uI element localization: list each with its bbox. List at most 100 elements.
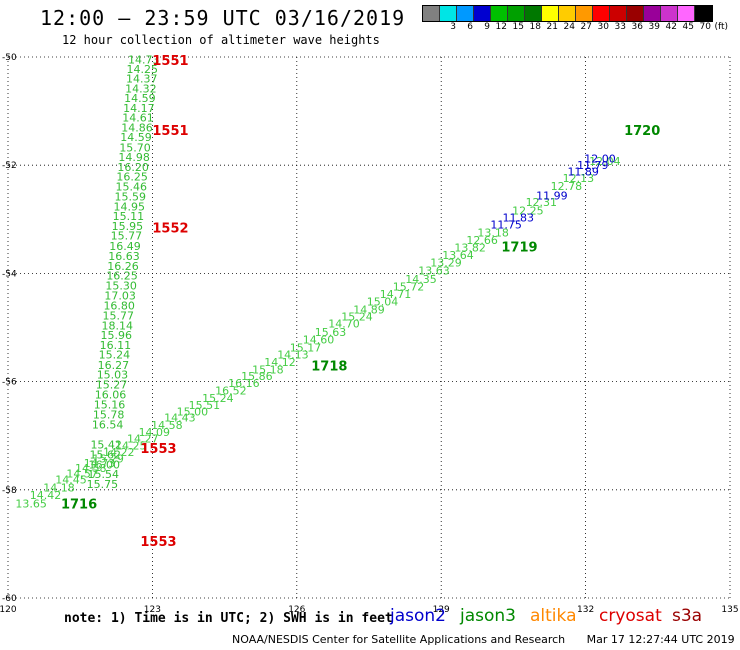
data-point-label: 15.59 bbox=[115, 191, 147, 204]
colorbar-swatch bbox=[627, 6, 644, 21]
colorbar-swatch bbox=[678, 6, 695, 21]
data-point-label: 13.18 bbox=[477, 226, 509, 239]
colorbar-label: 45 bbox=[682, 22, 694, 32]
data-point-label: 14.73 bbox=[128, 54, 160, 67]
data-point-label: 14.22 bbox=[103, 446, 135, 459]
data-point-label: 13.65 bbox=[15, 497, 47, 510]
data-point-label: 18.14 bbox=[102, 319, 134, 332]
footer: NOAA/NESDIS Center for Satellite Applica… bbox=[232, 633, 740, 646]
data-point-label: 15.86 bbox=[241, 370, 273, 383]
data-point-label: 11.75 bbox=[490, 219, 522, 232]
pass-time-label: 1716 bbox=[61, 497, 97, 512]
data-point-label: 14.59 bbox=[124, 92, 156, 105]
pass-time-label: 1719 bbox=[501, 240, 537, 255]
data-point-label: 14.09 bbox=[139, 426, 171, 439]
x-tick-label: 129 bbox=[433, 605, 450, 615]
colorbar-label: (ft) bbox=[714, 22, 728, 32]
data-point-label: 15.75 bbox=[87, 478, 119, 491]
colorbar-label: 9 bbox=[484, 22, 490, 32]
data-point-label: 16.25 bbox=[106, 270, 138, 283]
data-point-label: 14.58 bbox=[75, 462, 107, 475]
chart-note: note: 1) Time is in UTC; 2) SWH is in fe… bbox=[64, 611, 393, 626]
colorbar-swatch bbox=[423, 6, 440, 21]
footer-timestamp: Mar 17 12:27:44 UTC 2019 bbox=[586, 633, 735, 646]
data-point-label: 16.54 bbox=[92, 418, 124, 431]
y-tick-label: -54 bbox=[2, 269, 17, 279]
data-point-label: 14.12 bbox=[264, 356, 296, 369]
y-tick-label: -56 bbox=[2, 378, 17, 388]
page-title: 12:00 – 23:59 UTC 03/16/2019 bbox=[40, 6, 406, 30]
legend-jason2: jason2 bbox=[390, 606, 446, 626]
data-point-label: 15.63 bbox=[315, 326, 347, 339]
data-point-label: 14.58 bbox=[151, 419, 183, 432]
data-point-label: 12.31 bbox=[526, 196, 558, 209]
data-point-label: 15.54 bbox=[88, 468, 120, 481]
colorbar bbox=[422, 5, 713, 22]
x-tick-label: 120 bbox=[0, 605, 17, 615]
y-tick-label: -58 bbox=[2, 486, 17, 496]
colorbar-swatch bbox=[576, 6, 593, 21]
data-point-label: 15.46 bbox=[115, 180, 147, 193]
data-point-label: 16.49 bbox=[109, 240, 141, 253]
y-tick-label: -50 bbox=[2, 53, 17, 63]
data-point-label: 14.13 bbox=[277, 349, 309, 362]
colorbar-swatch bbox=[593, 6, 610, 21]
colorbar-swatch bbox=[474, 6, 491, 21]
colorbar-label: 30 bbox=[597, 22, 609, 32]
colorbar-label: 21 bbox=[546, 22, 558, 32]
colorbar-label: 42 bbox=[665, 22, 677, 32]
y-tick-label: -52 bbox=[2, 161, 17, 171]
data-point-label: 15.95 bbox=[112, 220, 144, 233]
pass-time-label: 1551 bbox=[152, 124, 188, 139]
data-point-label: 14.95 bbox=[114, 200, 146, 213]
data-point-label: 15.27 bbox=[96, 378, 128, 391]
data-point-label: 15.11 bbox=[113, 210, 145, 223]
data-point-label: 15.72 bbox=[393, 280, 425, 293]
data-point-label: 11.99 bbox=[536, 189, 568, 202]
chart-annotations: 1551 1551 1552 1553 1553 1716 1718 1719 1720 bbox=[61, 54, 660, 550]
data-point-label: 16.16 bbox=[228, 377, 260, 390]
legend-altika: altika bbox=[530, 606, 577, 626]
data-point-label: 15.51 bbox=[189, 399, 221, 412]
data-point-label: 15.96 bbox=[101, 329, 133, 342]
pass-time-label: 1720 bbox=[624, 124, 660, 139]
data-point-label: 14.18 bbox=[43, 482, 75, 495]
pass-time-label: 1553 bbox=[140, 442, 176, 457]
data-point-label: 14.59 bbox=[120, 131, 152, 144]
colorbar-swatch bbox=[440, 6, 457, 21]
colorbar-swatch bbox=[610, 6, 627, 21]
chart-points: 14.7314.2514.3714.3214.5914.1714.6114.86… bbox=[15, 54, 620, 511]
data-point-label: 15.24 bbox=[341, 311, 373, 324]
data-point-label: 12.00 bbox=[584, 153, 616, 166]
data-point-label: 15.30 bbox=[105, 279, 137, 292]
data-point-label: 14.70 bbox=[328, 318, 360, 331]
data-point-label: 15.62 bbox=[89, 449, 121, 462]
colorbar-labels: 3 6 9 12 15 18 21 24 27 30 33 36 39 42 45 70 (ft) bbox=[422, 22, 728, 32]
colorbar-label: 27 bbox=[580, 22, 592, 32]
data-point-label: 13.63 bbox=[418, 265, 450, 278]
data-point-label: 13.82 bbox=[454, 241, 486, 254]
data-point-label: 14.25 bbox=[115, 439, 147, 452]
data-point-label: 14.89 bbox=[353, 304, 385, 317]
data-point-label: 15.04 bbox=[367, 296, 399, 309]
data-point-label: 16.27 bbox=[98, 359, 130, 372]
data-point-label: 16.25 bbox=[116, 171, 148, 184]
data-point-label: 15.03 bbox=[97, 369, 129, 382]
data-point-label: 15.18 bbox=[252, 364, 284, 377]
colorbar-label: 39 bbox=[648, 22, 660, 32]
colorbar-swatch bbox=[559, 6, 576, 21]
data-point-label: 16.00 bbox=[89, 458, 121, 471]
data-point-label: 14.17 bbox=[123, 102, 155, 115]
data-point-label: 15.17 bbox=[290, 342, 322, 355]
colorbar-swatch bbox=[695, 6, 712, 21]
data-point-label: 14.43 bbox=[164, 411, 196, 424]
data-point-label: 15.42 bbox=[90, 438, 122, 451]
data-point-label: 14.37 bbox=[126, 73, 158, 86]
data-point-label: 15.29 bbox=[92, 452, 124, 465]
data-point-label: 15.16 bbox=[94, 398, 126, 411]
data-point-label: 16.11 bbox=[100, 339, 132, 352]
chart-axes: 120 123 126 129 132 135 -50 -52 -54 -56 -58 -60 bbox=[0, 53, 739, 615]
data-point-label: 12.13 bbox=[563, 172, 595, 185]
data-point-label: 15.24 bbox=[99, 349, 131, 362]
